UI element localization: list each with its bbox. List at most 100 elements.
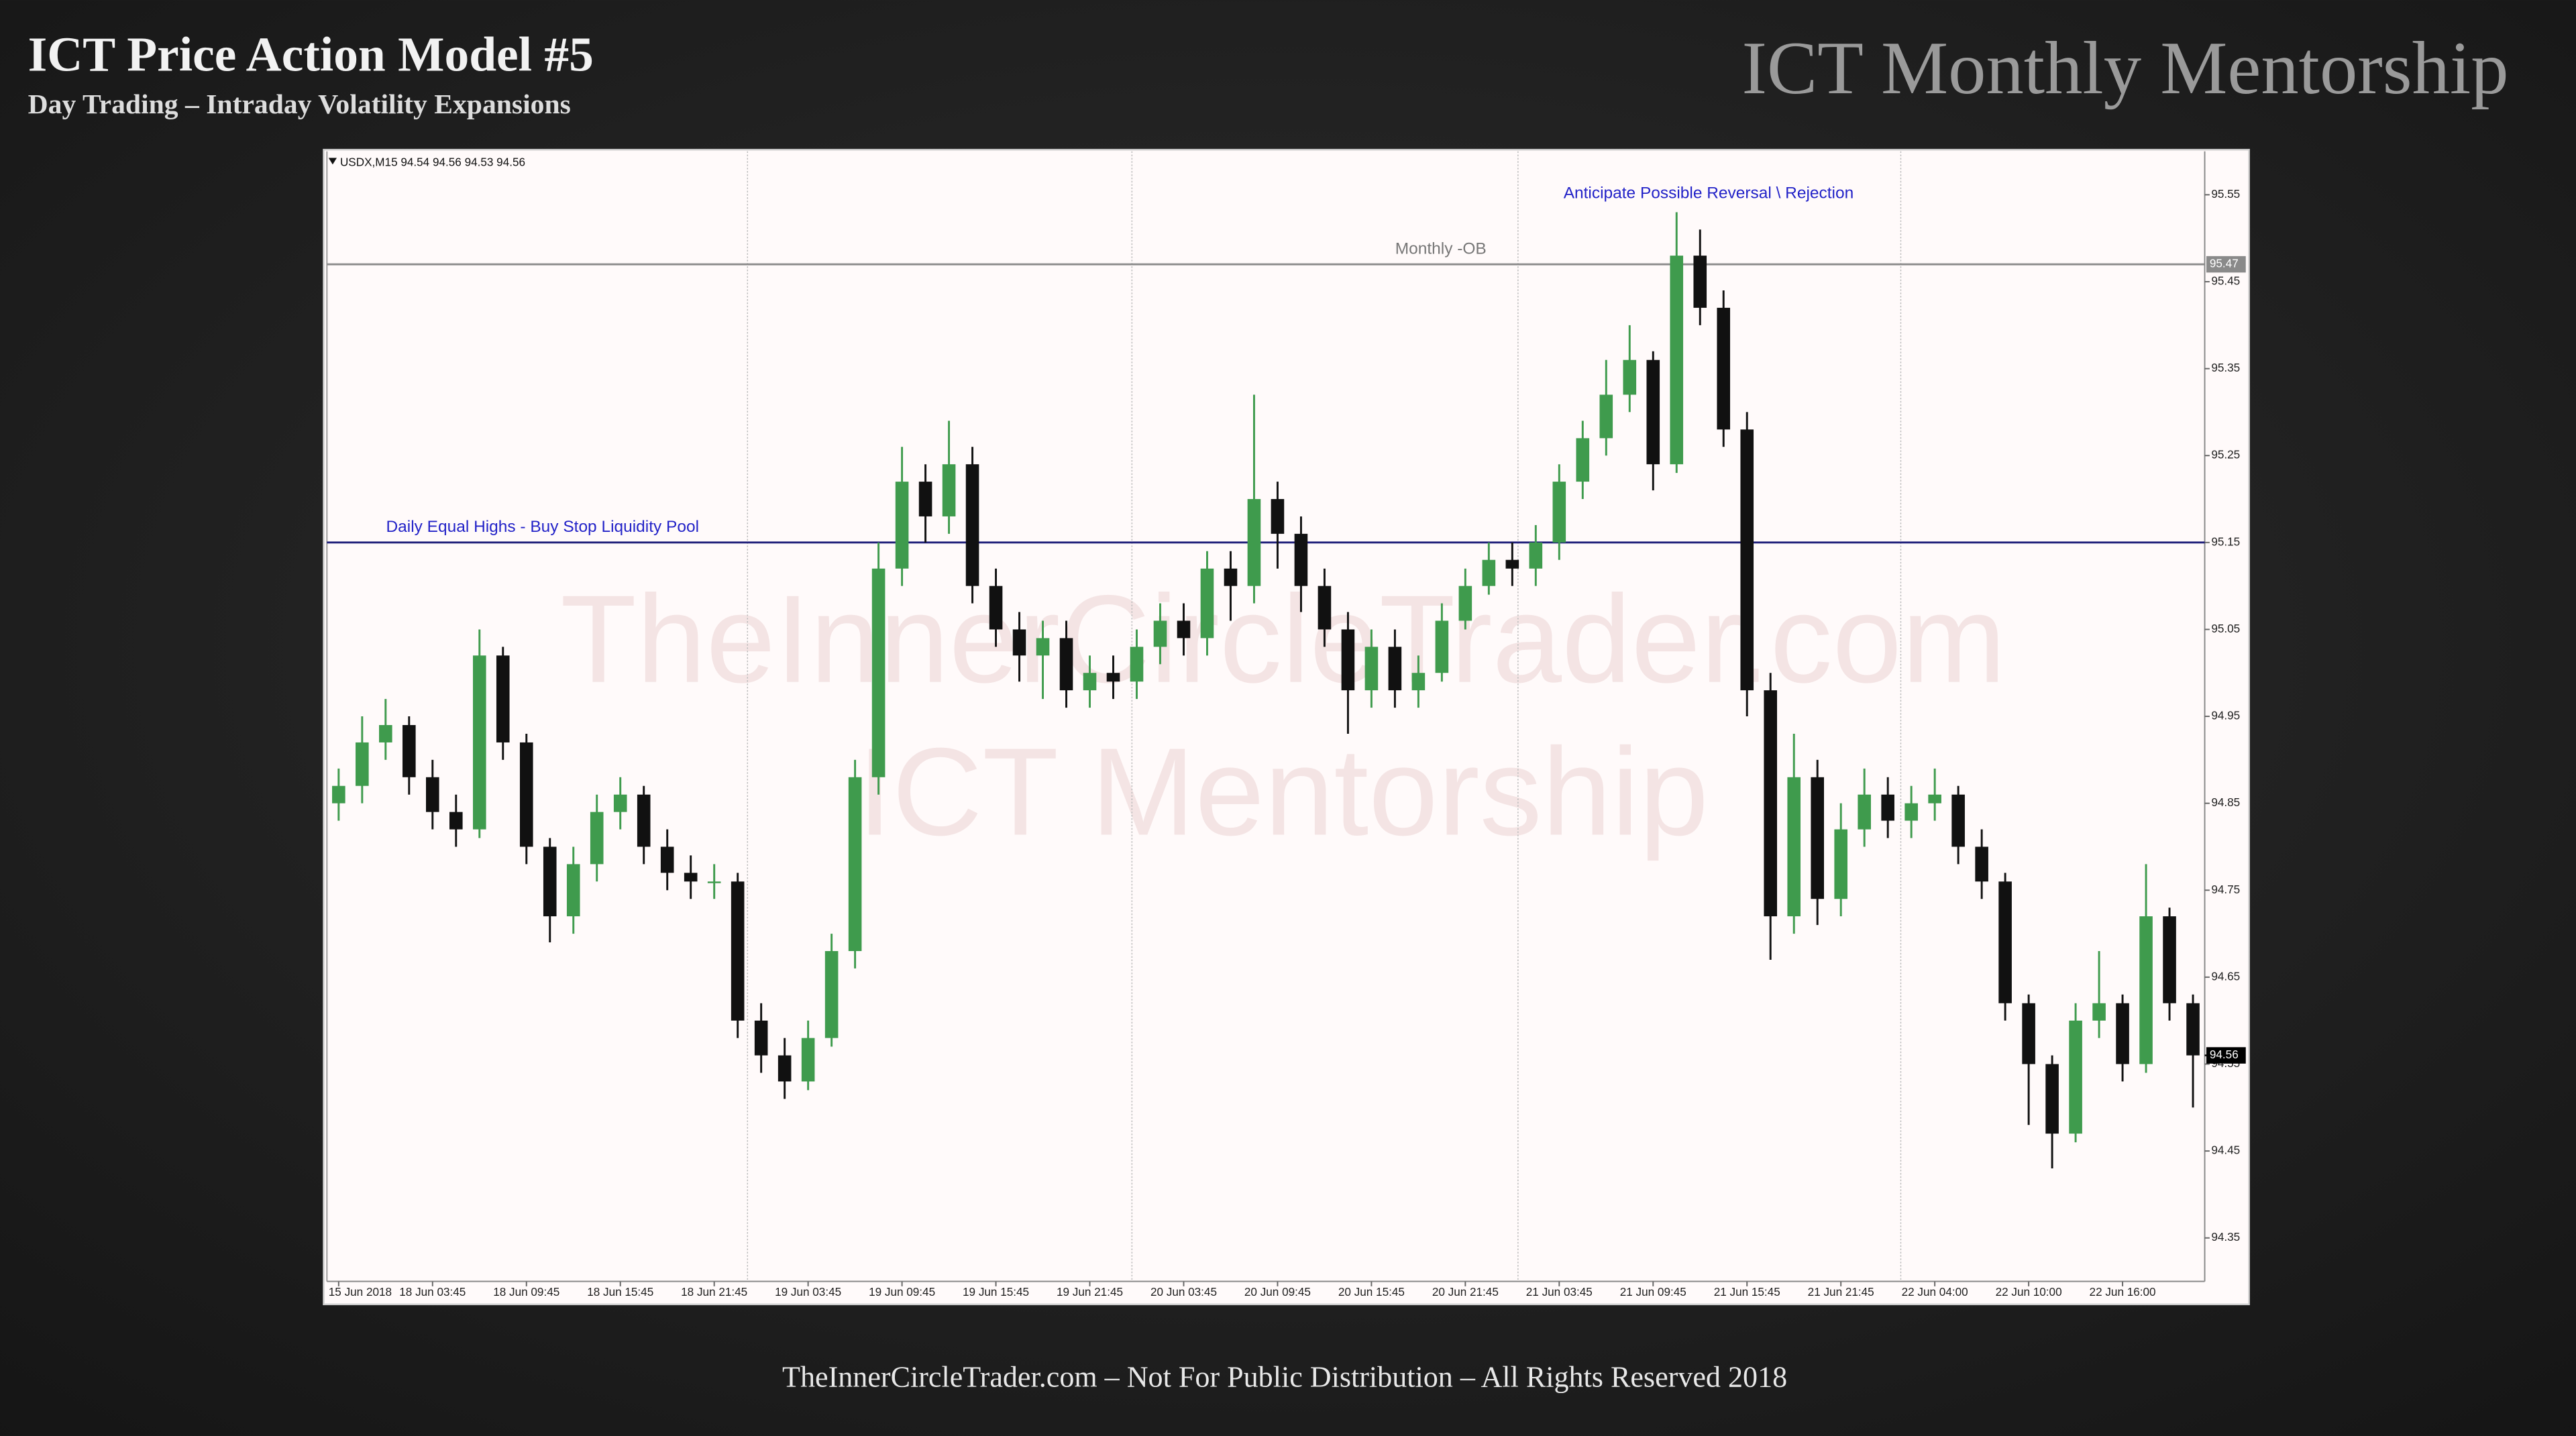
x-tick-label: 18 Jun 03:45 (399, 1285, 466, 1299)
candle-body (332, 785, 345, 804)
footer: TheInnerCircleTrader.com – Not For Publi… (782, 1361, 1787, 1394)
candle-body (1787, 777, 1801, 917)
plot: 94.3594.4594.5594.6594.7594.8594.9595.05… (327, 187, 2246, 1299)
x-tick-label: 19 Jun 09:45 (869, 1285, 935, 1299)
candle-body (402, 725, 416, 777)
candle-body (754, 1020, 768, 1056)
candle-body (1411, 673, 1426, 691)
candle-body (1975, 846, 1988, 882)
candle-body (1811, 777, 1824, 899)
candle-body (1012, 629, 1026, 656)
x-tick-label: 19 Jun 21:45 (1057, 1285, 1123, 1299)
candle-body (1036, 638, 1050, 656)
level-label: Daily Equal Highs - Buy Stop Liquidity P… (386, 518, 700, 536)
y-tick-label: 94.35 (2211, 1230, 2240, 1244)
y-tick-label: 94.85 (2211, 795, 2240, 809)
y-tick-label: 94.95 (2211, 709, 2240, 722)
candle-body (1951, 794, 1965, 847)
candle-body (1693, 256, 1707, 308)
candle-body (660, 846, 674, 873)
candle-body (1740, 429, 1754, 691)
level-label: Monthly -OB (1395, 240, 1487, 258)
y-tick-label: 95.05 (2211, 622, 2240, 635)
x-tick-label: 21 Jun 15:45 (1714, 1285, 1780, 1299)
y-tick-label: 95.15 (2211, 535, 2240, 548)
candle-body (1646, 360, 1660, 465)
x-tick-label: 22 Jun 16:00 (2090, 1285, 2156, 1299)
candle-body (426, 777, 439, 812)
candle-body (1224, 568, 1238, 586)
x-tick-label: 20 Jun 09:45 (1244, 1285, 1311, 1299)
candle-body (1764, 690, 1778, 917)
y-tick-label: 94.45 (2211, 1144, 2240, 1157)
x-tick-label: 20 Jun 15:45 (1338, 1285, 1405, 1299)
x-tick-label: 21 Jun 03:45 (1526, 1285, 1593, 1299)
y-tick-label: 94.65 (2211, 969, 2240, 983)
watermark: TheInnerCircleTrader.com (560, 570, 2006, 709)
candle-body (1083, 673, 1097, 691)
x-tick-label: 21 Jun 21:45 (1808, 1285, 1874, 1299)
candle-body (1881, 794, 1894, 821)
candle-body (496, 655, 510, 742)
x-tick-label: 20 Jun 21:45 (1432, 1285, 1499, 1299)
candle-body (1341, 629, 1355, 691)
candle-body (1576, 438, 1590, 482)
candle-body (566, 864, 580, 917)
level-price-box (2206, 256, 2246, 273)
x-tick-label: 18 Jun 15:45 (587, 1285, 653, 1299)
x-tick-label: 15 Jun 2018 (329, 1285, 392, 1299)
candle-body (777, 1055, 792, 1082)
candle-body (356, 742, 369, 786)
candle-body (1623, 360, 1637, 395)
candle-body (731, 881, 745, 1021)
candle-body (1998, 881, 2012, 1003)
candle-body (1529, 542, 1543, 569)
candle-body (1482, 559, 1496, 586)
x-tick-label: 19 Jun 15:45 (963, 1285, 1029, 1299)
candle-body (472, 655, 486, 830)
candle-body (519, 742, 533, 847)
x-tick-label: 18 Jun 21:45 (681, 1285, 747, 1299)
candle-body (2069, 1020, 2082, 1134)
y-tick-label: 94.75 (2211, 883, 2240, 896)
x-tick-label: 22 Jun 04:00 (1902, 1285, 1968, 1299)
slide-title: ICT Price Action Model #5 (28, 27, 594, 81)
candle-body (379, 725, 392, 742)
x-tick-label: 18 Jun 09:45 (493, 1285, 559, 1299)
candle-body (1294, 533, 1308, 586)
slide-subtitle: Day Trading – Intraday Volatility Expans… (28, 89, 571, 120)
candle-body (942, 464, 956, 516)
candle-body (1599, 394, 1613, 439)
candle-body (989, 586, 1003, 630)
candle-body (1670, 256, 1684, 465)
candle-body (2163, 916, 2176, 1003)
y-tick-label: 95.55 (2211, 187, 2240, 201)
candle-body (1177, 620, 1191, 639)
x-tick-label: 22 Jun 10:00 (1996, 1285, 2062, 1299)
level-price-label: 95.47 (2210, 257, 2239, 270)
candle-body (918, 482, 932, 516)
y-tick-label: 95.45 (2211, 274, 2240, 288)
candle-body (1130, 647, 1144, 682)
y-tick-label: 95.25 (2211, 448, 2240, 461)
candle-body (1388, 647, 1402, 691)
symbol-header: USDX,M15 94.54 94.56 94.53 94.56 (340, 155, 525, 168)
header-arrow (328, 158, 337, 165)
brand: ICT Monthly Mentorship (1741, 27, 2508, 110)
candle-body (2045, 1064, 2059, 1134)
candle-body (707, 881, 721, 883)
candle-body (1364, 647, 1379, 691)
candle-body (1458, 586, 1472, 621)
last-price-box (2206, 1047, 2246, 1064)
candle-body (965, 464, 979, 586)
candle-body (871, 568, 885, 777)
candle-body (1435, 620, 1449, 673)
candle-body (1717, 307, 1731, 430)
candle-body (848, 777, 862, 951)
candle-body (449, 812, 463, 830)
candle-body (1247, 499, 1261, 586)
x-tick-label: 20 Jun 03:45 (1150, 1285, 1217, 1299)
last-price-label: 94.56 (2210, 1048, 2239, 1061)
candle-body (801, 1038, 815, 1082)
